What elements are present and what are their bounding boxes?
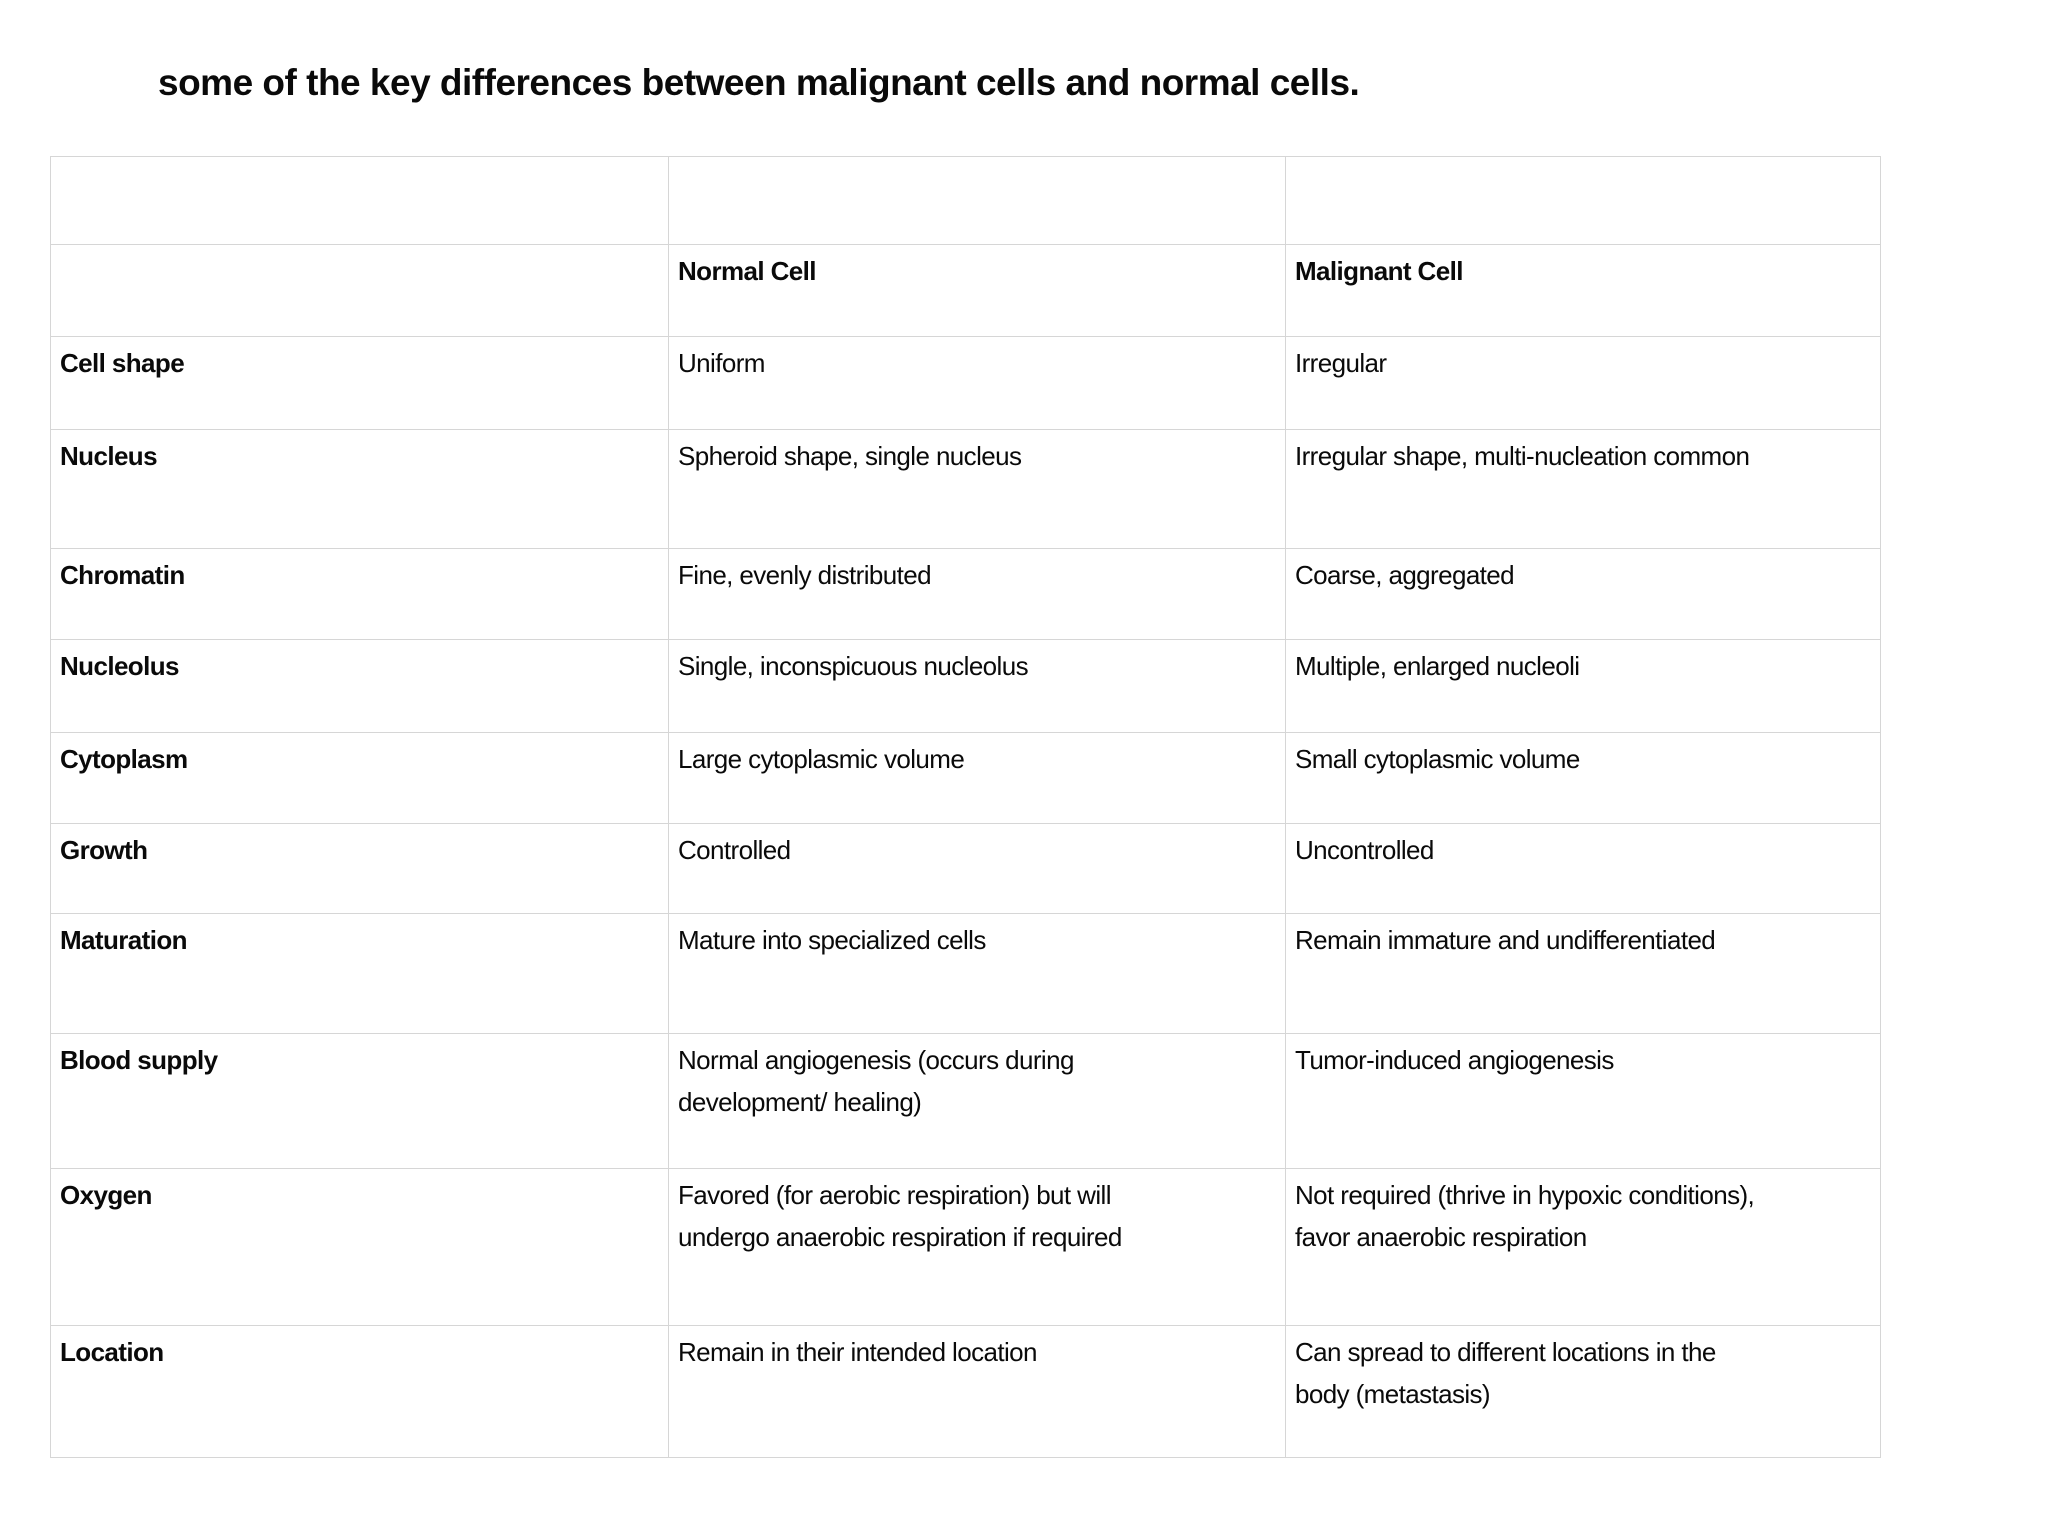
normal-value-cell: Controlled: [668, 823, 1286, 914]
malignant-value-cell: Irregular: [1285, 336, 1881, 430]
malignant-value-cell: Can spread to different locations in the…: [1285, 1325, 1881, 1458]
row-label-cell: Nucleolus: [50, 639, 669, 733]
header-label-cell: [50, 244, 669, 337]
normal-value-cell: Uniform: [668, 336, 1286, 430]
table-row: Cytoplasm Large cytoplasmic volume Small c…: [50, 732, 1881, 824]
normal-value-cell: Fine, evenly distributed: [668, 548, 1286, 640]
row-label-cell: Chromatin: [50, 548, 669, 640]
normal-value-cell: Spheroid shape, single nucleus: [668, 429, 1286, 549]
comparison-table: Normal Cell Malignant Cell Cell shape Uni…: [50, 156, 1881, 1458]
table-row: Blood supply Normal angiogenesis (occurs …: [50, 1033, 1881, 1169]
normal-value-cell: Single, inconspicuous nucleolus: [668, 639, 1286, 733]
normal-value-cell: Normal angiogenesis (occurs during devel…: [668, 1033, 1286, 1169]
page-title: some of the key differences between mali…: [158, 62, 1360, 103]
malignant-value-cell: Not required (thrive in hypoxic conditio…: [1285, 1168, 1881, 1326]
malignant-value-cell: Uncontrolled: [1285, 823, 1881, 914]
spacer-cell: [50, 156, 669, 245]
row-label-cell: Growth: [50, 823, 669, 914]
spacer-cell: [668, 156, 1286, 245]
normal-value-cell: Remain in their intended location: [668, 1325, 1286, 1458]
malignant-value-cell: Remain immature and undifferentiated: [1285, 913, 1881, 1034]
row-label-cell: Oxygen: [50, 1168, 669, 1326]
table-row: Growth Controlled Uncontrolled: [50, 823, 1881, 914]
table-row: Location Remain in their intended locatio…: [50, 1325, 1881, 1458]
row-label-cell: Location: [50, 1325, 669, 1458]
table-row: Oxygen Favored (for aerobic respiration) …: [50, 1168, 1881, 1326]
header-normal-cell: Normal Cell: [668, 244, 1286, 337]
table-row: Chromatin Fine, evenly distributed Coarse,…: [50, 548, 1881, 640]
row-label-cell: Nucleus: [50, 429, 669, 549]
malignant-value-cell: Coarse, aggregated: [1285, 548, 1881, 640]
table-row: Nucleolus Single, inconspicuous nucleolus…: [50, 639, 1881, 733]
normal-value-cell: Large cytoplasmic volume: [668, 732, 1286, 824]
spacer-cell: [1285, 156, 1881, 245]
normal-value-cell: Favored (for aerobic respiration) but wi…: [668, 1168, 1286, 1326]
row-label-cell: Blood supply: [50, 1033, 669, 1169]
table-row: Maturation Mature into specialized cells R…: [50, 913, 1881, 1034]
malignant-value-cell: Irregular shape, multi-nucleation common: [1285, 429, 1881, 549]
row-label-cell: Cell shape: [50, 336, 669, 430]
table-row: Cell shape Uniform Irregular: [50, 336, 1881, 430]
normal-value-cell: Mature into specialized cells: [668, 913, 1286, 1034]
malignant-value-cell: Small cytoplasmic volume: [1285, 732, 1881, 824]
row-label-cell: Cytoplasm: [50, 732, 669, 824]
header-malignant-cell: Malignant Cell: [1285, 244, 1881, 337]
header-row: Normal Cell Malignant Cell: [50, 244, 1881, 337]
malignant-value-cell: Tumor-induced angiogenesis: [1285, 1033, 1881, 1169]
row-label-cell: Maturation: [50, 913, 669, 1034]
table-body: Cell shape Uniform Irregular Nucleus Spheroi…: [50, 336, 1881, 1458]
malignant-value-cell: Multiple, enlarged nucleoli: [1285, 639, 1881, 733]
spacer-row: [50, 156, 1881, 245]
table-row: Nucleus Spheroid shape, single nucleus Irr…: [50, 429, 1881, 549]
